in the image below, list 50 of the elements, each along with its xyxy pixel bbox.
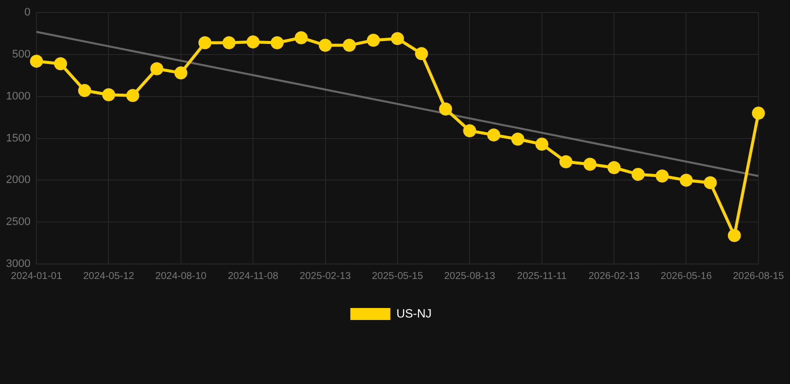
point [439,102,452,116]
y-tick-label: 1500 [6,132,30,144]
point [150,62,164,76]
point [270,36,284,50]
point [535,138,548,151]
point [680,174,693,187]
point [390,32,404,46]
x-tick-label: 2025-11-11 [517,270,568,282]
point [318,38,332,52]
point [656,170,669,183]
y-tick-label: 2500 [6,216,30,228]
point [728,229,741,242]
x-tick-label: 2026-02-13 [588,270,640,282]
point [126,89,140,102]
point [463,124,476,138]
point [583,158,596,171]
point [246,35,260,48]
x-tick-label: 2024-08-10 [155,270,207,282]
x-tick-label: 2026-05-16 [660,270,712,282]
x-tick-label: 2024-05-12 [83,270,135,282]
y-tick-label: 1000 [6,90,30,102]
point [415,47,428,60]
point [54,57,68,70]
x-tick-label: 2025-02-13 [300,270,352,282]
point [222,36,236,50]
x-tick-label: 2024-01-01 [10,270,62,282]
point [487,128,500,142]
point [294,31,308,44]
point [632,168,645,181]
point [78,84,92,98]
point [511,132,524,146]
point [559,155,572,168]
y-tick-label: 3000 [6,258,30,270]
point [174,66,188,80]
point [608,161,621,174]
y-tick-label: 2000 [6,174,30,186]
point [342,38,356,52]
point [366,34,380,47]
point [102,88,116,102]
point [704,176,717,190]
x-tick-label: 2025-08-13 [444,270,496,282]
y-tick-label: 500 [12,48,30,61]
y-tick-label: 0 [24,6,30,19]
point [30,54,43,68]
x-tick-label: 2024-11-08 [228,270,279,282]
x-tick-label: 2026-08-15 [732,270,784,282]
point [752,106,765,120]
x-tick-label: 2025-05-15 [372,270,424,282]
point [198,36,212,50]
legend-label: US-NJ [396,306,432,320]
